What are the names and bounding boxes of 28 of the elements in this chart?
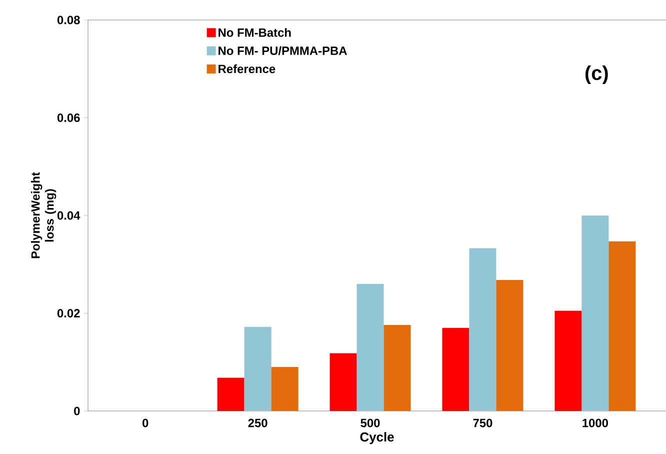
x-tick-label: 1000 xyxy=(582,418,608,428)
x-tick-label: 750 xyxy=(473,418,492,428)
y-tick-label: 0.04 xyxy=(57,211,80,220)
y-tick-label: 0.08 xyxy=(57,16,80,24)
y-tick-label: 0.02 xyxy=(57,309,80,318)
legend-label: No FM- PU/PMMA-PBA xyxy=(218,46,347,56)
x-tick-label: 250 xyxy=(248,418,268,428)
x-tick-label: 500 xyxy=(360,418,380,428)
y-axis-title: PolymerWeight loss (mg) xyxy=(30,172,56,258)
bar xyxy=(330,353,357,411)
bar xyxy=(608,241,636,411)
bar xyxy=(244,326,272,411)
bar xyxy=(217,378,244,411)
x-axis-title: Cycle xyxy=(360,432,394,444)
bar xyxy=(496,280,524,411)
legend-label: No FM-Batch xyxy=(218,28,291,37)
bar xyxy=(442,328,470,411)
bar xyxy=(356,284,384,411)
bar xyxy=(469,248,496,411)
x-tick-label: 0 xyxy=(142,418,148,428)
bar xyxy=(384,324,411,411)
bar xyxy=(554,310,582,411)
annotation: (c) xyxy=(585,65,608,84)
y-tick-label: 0 xyxy=(74,406,80,416)
bar xyxy=(582,215,609,411)
bar xyxy=(271,367,298,411)
y-tick-label: 0.06 xyxy=(57,114,80,122)
legend-label: Reference xyxy=(218,64,276,74)
